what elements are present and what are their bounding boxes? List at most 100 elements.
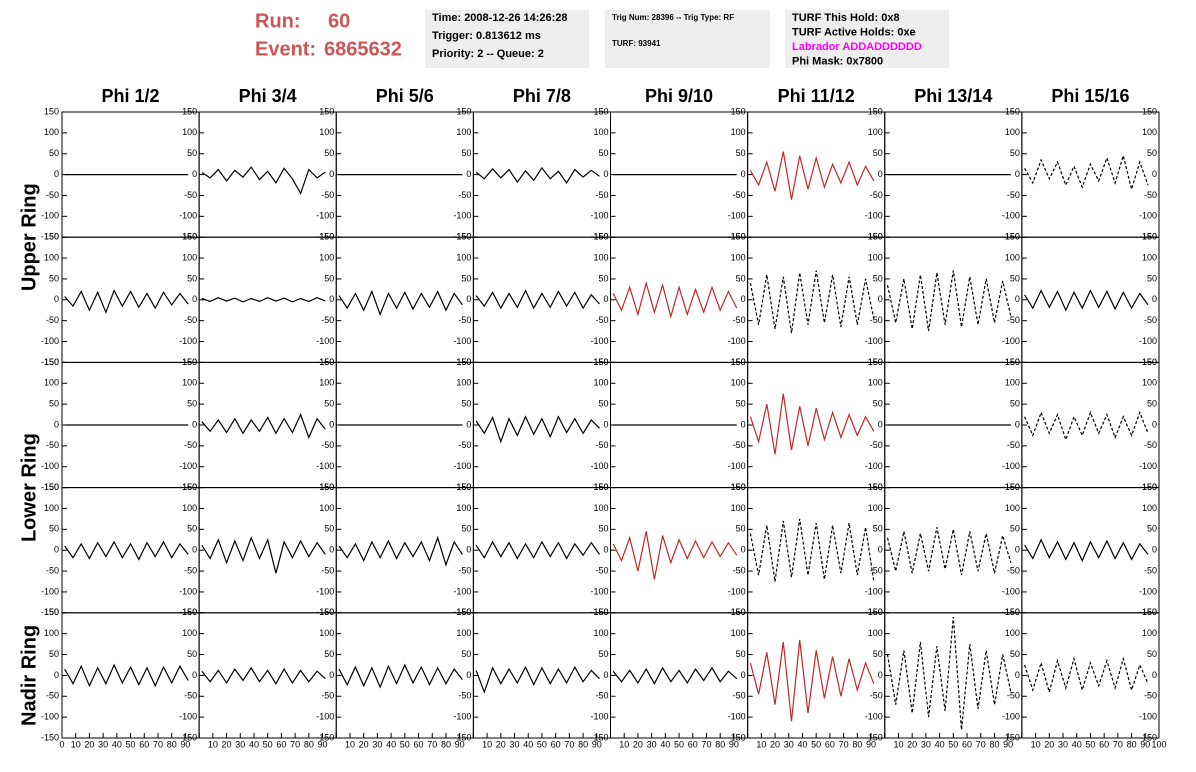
y-tick-label: 150: [868, 232, 883, 242]
y-tick-label: 0: [54, 169, 59, 179]
x-tick-label: 10: [71, 739, 81, 749]
column-header: Phi 13/14: [914, 86, 992, 106]
y-tick-label: -50: [733, 315, 746, 325]
x-tick-label: 40: [660, 739, 670, 749]
ring-label: Lower Ring: [18, 433, 40, 542]
y-tick-label: -150: [728, 357, 746, 367]
y-tick-label: -50: [458, 691, 471, 701]
y-tick-label: 100: [456, 628, 471, 638]
y-tick-label: -50: [870, 315, 883, 325]
y-tick-label: -100: [1139, 586, 1157, 596]
x-tick-label: 80: [989, 739, 999, 749]
y-tick-label: 50: [187, 273, 197, 283]
y-tick-label: -150: [1139, 482, 1157, 492]
y-tick-label: -100: [1002, 336, 1020, 346]
waveform: [1024, 538, 1149, 563]
y-tick-label: -100: [316, 336, 334, 346]
y-tick-label: 150: [44, 106, 59, 116]
x-tick-label: 90: [318, 739, 328, 749]
y-tick-label: -150: [41, 732, 59, 742]
y-tick-label: -150: [1002, 732, 1020, 742]
y-tick-label: -100: [865, 336, 883, 346]
y-tick-label: -50: [870, 440, 883, 450]
y-tick-label: -100: [41, 211, 59, 221]
waveform: [1024, 656, 1149, 695]
waveform: [475, 540, 600, 560]
y-tick-label: 50: [873, 399, 883, 409]
y-tick-label: 50: [1147, 399, 1157, 409]
y-tick-label: 100: [731, 252, 746, 262]
y-tick-label: 0: [1152, 670, 1157, 680]
y-tick-label: 50: [736, 399, 746, 409]
y-tick-label: -100: [316, 586, 334, 596]
y-tick-label: -50: [321, 691, 334, 701]
y-tick-label: -150: [179, 732, 197, 742]
y-tick-label: 0: [878, 545, 883, 555]
x-tick-label: 60: [551, 739, 561, 749]
y-tick-label: -150: [1139, 357, 1157, 367]
y-tick-label: 50: [873, 524, 883, 534]
waveform: [612, 280, 738, 319]
y-tick-label: 0: [54, 670, 59, 680]
y-tick-label: -50: [46, 440, 59, 450]
y-tick-label: -50: [870, 190, 883, 200]
y-tick-label: -100: [453, 211, 471, 221]
y-tick-label: 100: [593, 628, 608, 638]
waveform: [201, 166, 326, 195]
y-tick-label: 100: [319, 503, 334, 513]
y-tick-label: 0: [1152, 419, 1157, 429]
y-tick-label: 50: [873, 148, 883, 158]
y-tick-label: -150: [41, 607, 59, 617]
y-tick-label: -150: [316, 607, 334, 617]
y-tick-label: 100: [593, 127, 608, 137]
x-tick-label: 10: [208, 739, 218, 749]
x-tick-label: 20: [1044, 739, 1054, 749]
y-tick-label: -100: [179, 586, 197, 596]
y-tick-label: 100: [1142, 378, 1157, 388]
waveform: [475, 665, 600, 694]
x-tick-label: 30: [647, 739, 657, 749]
y-tick-label: -100: [316, 211, 334, 221]
y-tick-label: 100: [319, 127, 334, 137]
x-tick-label: 30: [510, 739, 520, 749]
info-line: Labrador ADDADDDDDD: [792, 41, 922, 53]
waveform: [1024, 410, 1149, 442]
y-tick-label: -50: [458, 565, 471, 575]
y-tick-label: 100: [456, 252, 471, 262]
waveform: [338, 663, 463, 689]
y-tick-label: -150: [316, 357, 334, 367]
y-tick-label: 50: [598, 649, 608, 659]
y-tick-label: -150: [1002, 357, 1020, 367]
y-tick-label: 100: [868, 378, 883, 388]
y-tick-label: -100: [453, 712, 471, 722]
y-tick-label: 0: [1015, 294, 1020, 304]
y-tick-label: 100: [1142, 127, 1157, 137]
x-tick-label: 10: [482, 739, 492, 749]
waveform: [338, 535, 463, 567]
y-tick-label: 100: [44, 378, 59, 388]
x-tick-label: 40: [523, 739, 533, 749]
x-tick-label: 70: [290, 739, 300, 749]
y-tick-label: -150: [1139, 732, 1157, 742]
y-tick-label: 50: [1147, 649, 1157, 659]
event-number: 6865632: [324, 38, 402, 60]
y-tick-label: -50: [733, 190, 746, 200]
y-tick-label: -50: [1144, 691, 1157, 701]
x-tick-label: 50: [948, 739, 958, 749]
y-tick-label: 150: [456, 482, 471, 492]
y-tick-label: -150: [179, 482, 197, 492]
waveform: [475, 166, 600, 184]
y-tick-label: 50: [324, 148, 334, 158]
info-box: [785, 10, 949, 68]
y-tick-label: 0: [1152, 545, 1157, 555]
waveform: [612, 666, 738, 685]
x-tick-label: 50: [126, 739, 136, 749]
x-tick-label: 70: [839, 739, 849, 749]
y-tick-label: 150: [1142, 232, 1157, 242]
y-tick-label: -150: [453, 357, 471, 367]
waveform: [749, 151, 875, 200]
y-tick-label: 0: [192, 545, 197, 555]
x-tick-label: 20: [359, 739, 369, 749]
y-tick-label: 100: [593, 252, 608, 262]
y-tick-label: 0: [603, 670, 608, 680]
